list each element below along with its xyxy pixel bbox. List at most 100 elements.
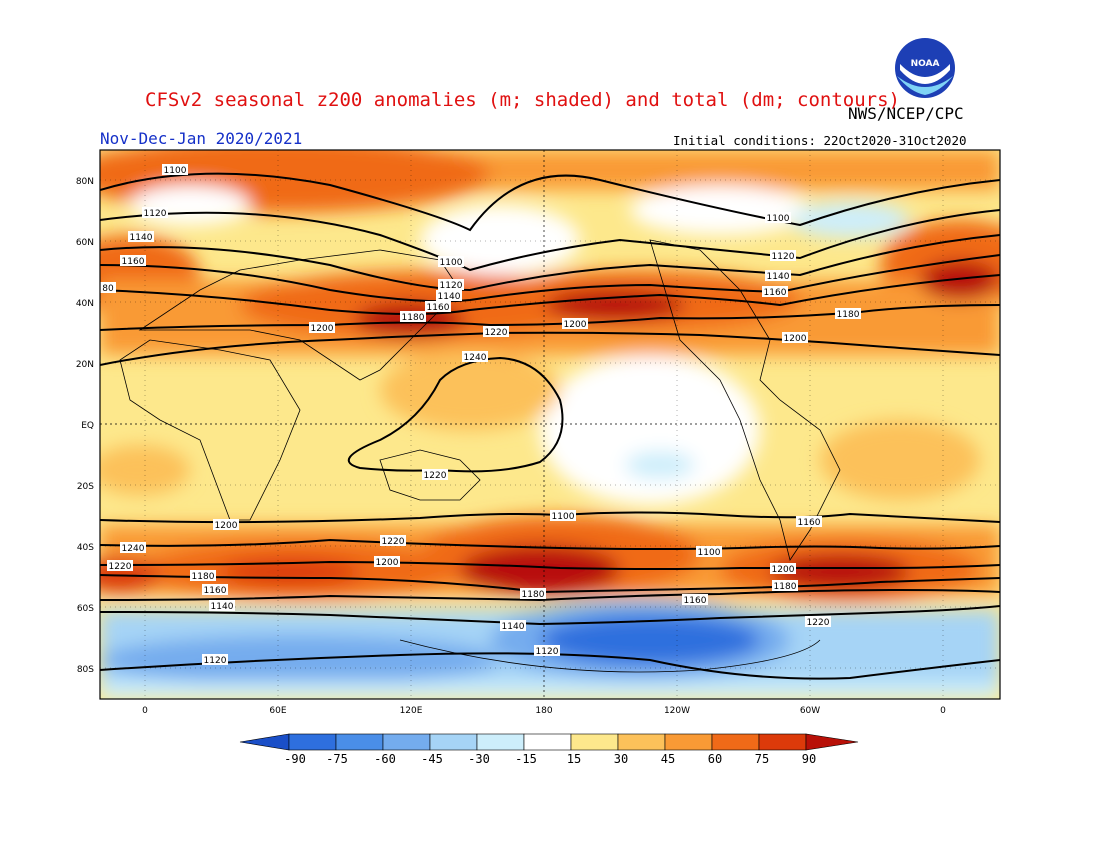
colorbar-swatch (476, 733, 525, 751)
colorbar-label: -30 (468, 752, 490, 766)
svg-text:1100: 1100 (164, 166, 187, 176)
contour-label: 1120 (770, 250, 796, 262)
contour-label: 1220 (422, 469, 448, 481)
contour-label: 1200 (374, 556, 400, 568)
colorbar-swatch (570, 733, 619, 751)
colorbar-label: -45 (421, 752, 443, 766)
svg-text:1140: 1140 (767, 272, 790, 282)
colorbar-labels: -90 -75 -60 -45 -30 -15 15 30 45 60 75 9… (284, 752, 816, 766)
colorbar-swatch (758, 733, 807, 751)
contour-label: 1160 (796, 516, 822, 528)
contour-label: 1220 (107, 560, 133, 572)
contour-label: 1140 (128, 231, 154, 243)
svg-text:1200: 1200 (772, 565, 795, 575)
lat-label: 20S (77, 482, 94, 492)
contour-label: 1140 (765, 270, 791, 282)
svg-text:1200: 1200 (215, 521, 238, 531)
svg-text:1160: 1160 (798, 518, 821, 528)
contour-label: 1240 (120, 542, 146, 554)
svg-text:1160: 1160 (204, 586, 227, 596)
contour-label: 1120 (438, 279, 464, 291)
contour-label: 1140 (209, 600, 235, 612)
colorbar-label: -75 (326, 752, 348, 766)
coastlines (119, 239, 841, 673)
contour-label: 1160 (202, 584, 228, 596)
contour-label: 1100 (438, 256, 464, 268)
forecast-period: Nov-Dec-Jan 2020/2021 (100, 129, 303, 148)
svg-text:1120: 1120 (772, 252, 795, 262)
agency-label: NWS/NCEP/CPC (848, 104, 964, 123)
colorbar-swatch (429, 733, 478, 751)
contour-label: 1160 (425, 301, 451, 313)
contour-label: 1140 (436, 290, 462, 302)
svg-text:1100: 1100 (552, 512, 575, 522)
contour-label: 1200 (770, 563, 796, 575)
lon-label: 0 (940, 706, 946, 716)
lat-label: 80N (76, 177, 94, 187)
lon-label: 120E (400, 706, 423, 716)
svg-text:1220: 1220 (485, 328, 508, 338)
colorbar-right-arrow (805, 733, 859, 751)
svg-text:1100: 1100 (767, 214, 790, 224)
svg-text:1160: 1160 (427, 303, 450, 313)
contour-label: 1160 (120, 255, 146, 267)
contour-labels: 1100 1120 1140 1160 80 1200 1180 1140 11… (100, 164, 861, 666)
anomaly-shading (100, 150, 1000, 699)
contour-label: 1100 (765, 212, 791, 224)
svg-text:1160: 1160 (764, 288, 787, 298)
latitude-axis: 80N 60N 40N 20N EQ 20S 40S 60S 80S (76, 177, 94, 675)
svg-text:1120: 1120 (204, 656, 227, 666)
colorbar-label: -90 (284, 752, 306, 766)
svg-text:1200: 1200 (311, 324, 334, 334)
contour-label: 1180 (400, 311, 426, 323)
svg-text:1180: 1180 (774, 582, 797, 592)
colorbar-label: -15 (515, 752, 537, 766)
contour-label: 1180 (835, 308, 861, 320)
svg-text:1180: 1180 (402, 313, 425, 323)
contour-label: 1200 (562, 318, 588, 330)
colorbar-swatch (523, 733, 572, 751)
svg-text:1240: 1240 (122, 544, 145, 554)
colorbar-swatch (382, 733, 431, 751)
contour-label: 1240 (462, 351, 488, 363)
svg-text:1220: 1220 (382, 537, 405, 547)
svg-text:1100: 1100 (440, 258, 463, 268)
colorbar-label: 30 (614, 752, 628, 766)
contour-label: 1160 (682, 594, 708, 606)
contour-label: 1200 (309, 322, 335, 334)
contour-label: 1120 (534, 645, 560, 657)
height-contours (100, 172, 1000, 680)
lat-label: 40N (76, 299, 94, 309)
contour-label: 1180 (190, 570, 216, 582)
contour-label: 80 (100, 282, 116, 294)
colorbar-label: 60 (708, 752, 722, 766)
svg-text:80: 80 (102, 284, 114, 294)
colorbar-label: 15 (567, 752, 581, 766)
longitude-axis: 0 60E 120E 180 120W 60W 0 (142, 706, 946, 716)
lat-label: 60N (76, 238, 94, 248)
svg-text:1100: 1100 (698, 548, 721, 558)
svg-text:1220: 1220 (109, 562, 132, 572)
lon-label: 60E (269, 706, 286, 716)
map-frame (99, 149, 1001, 700)
contour-label: 1180 (772, 580, 798, 592)
contour-label: 1220 (483, 326, 509, 338)
svg-text:1120: 1120 (536, 647, 559, 657)
svg-text:1220: 1220 (424, 471, 447, 481)
colorbar-label: -60 (374, 752, 396, 766)
lon-label: 0 (142, 706, 148, 716)
svg-text:1160: 1160 (684, 596, 707, 606)
contour-label: 1220 (380, 535, 406, 547)
gridlines (100, 150, 1000, 699)
contour-label: 1200 (782, 332, 808, 344)
initial-conditions: Initial conditions: 22Oct2020-31Oct2020 (673, 133, 967, 148)
svg-text:1140: 1140 (130, 233, 153, 243)
svg-text:1120: 1120 (144, 209, 167, 219)
lat-label: EQ (81, 421, 94, 431)
chart-title: CFSv2 seasonal z200 anomalies (m; shaded… (145, 89, 900, 111)
svg-text:1140: 1140 (438, 292, 461, 302)
colorbar-label: 45 (661, 752, 675, 766)
lat-label: 60S (77, 604, 94, 614)
colorbar-swatch (664, 733, 713, 751)
contour-label: 1100 (162, 164, 188, 176)
